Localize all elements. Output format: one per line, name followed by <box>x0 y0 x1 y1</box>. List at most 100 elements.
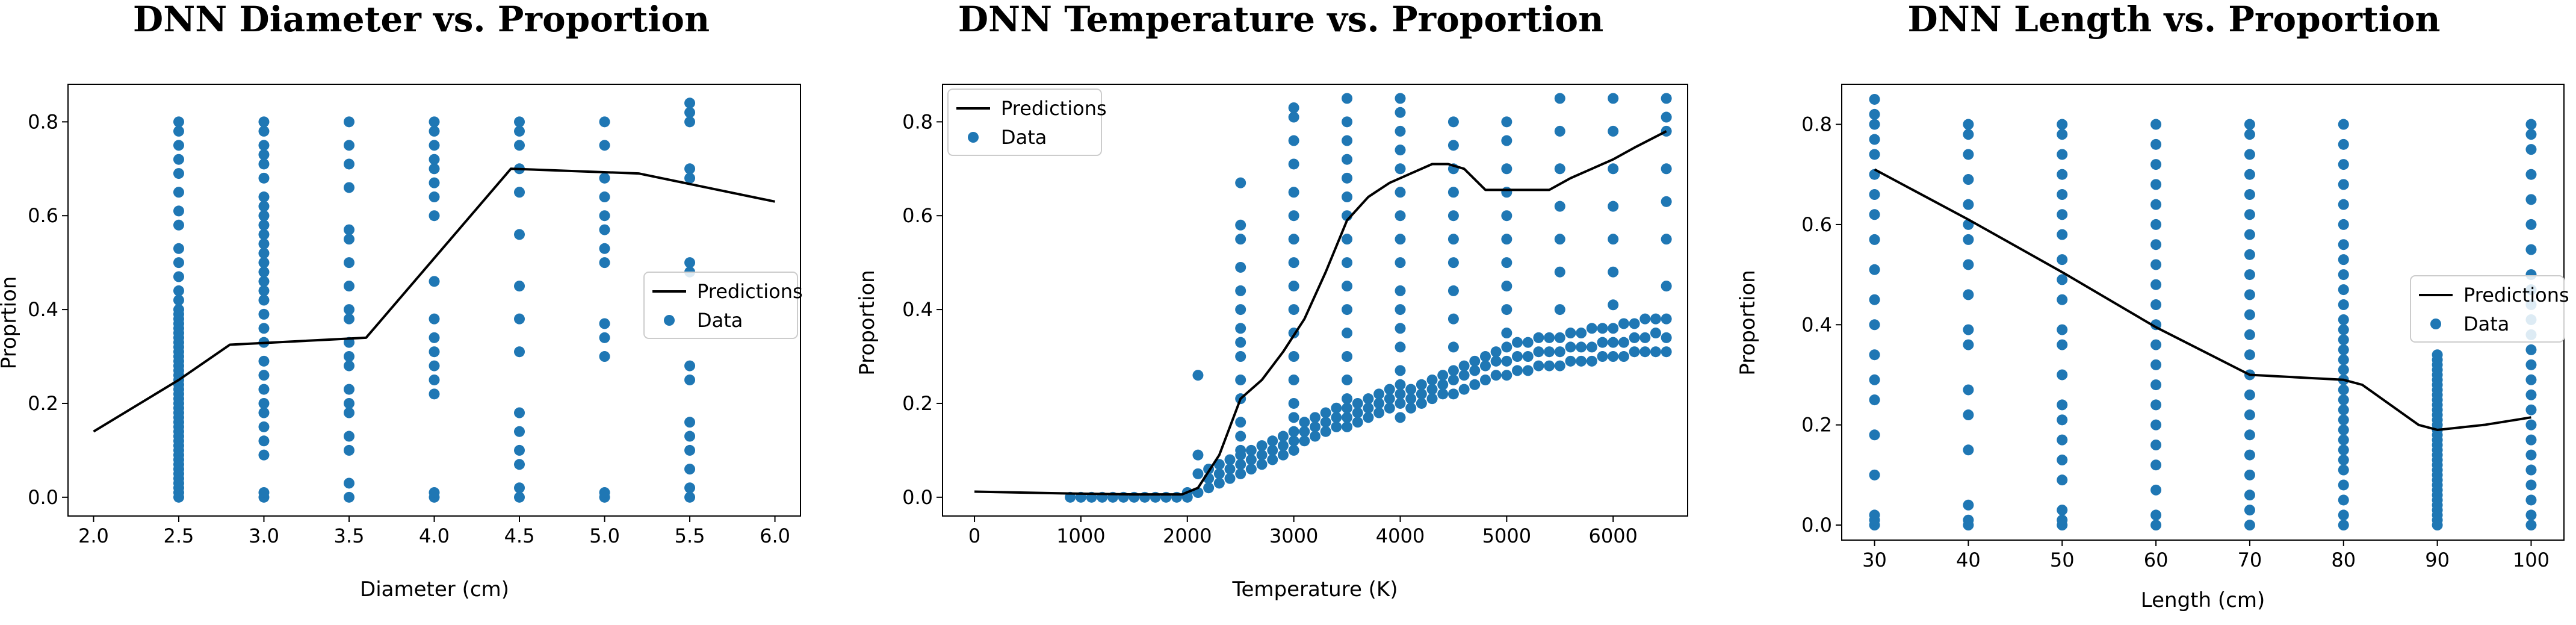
data-point <box>1256 459 1268 470</box>
y-tick-label: 0.8 <box>902 110 933 133</box>
x-tick-label: 5000 <box>1482 524 1531 547</box>
data-point <box>258 149 270 160</box>
data-point <box>1469 355 1481 367</box>
data-point <box>2338 219 2349 230</box>
data-point <box>1469 379 1481 390</box>
data-point <box>1608 351 1619 362</box>
data-point <box>2525 144 2537 155</box>
data-point <box>1342 116 1353 128</box>
data-point <box>1342 304 1353 316</box>
data-point <box>599 191 610 203</box>
data-point <box>2525 194 2537 205</box>
data-point <box>1342 374 1353 385</box>
data-point <box>173 304 184 316</box>
data-point <box>2244 129 2255 140</box>
data-point <box>1288 102 1299 113</box>
data-point <box>1963 119 1974 130</box>
data-point <box>1310 431 1321 442</box>
data-point <box>429 374 440 385</box>
data-point <box>1342 154 1353 165</box>
axes-frame <box>942 84 1688 517</box>
data-point <box>514 140 525 151</box>
data-point <box>1373 407 1385 418</box>
data-point <box>2525 169 2537 180</box>
data-point <box>1192 370 1204 381</box>
data-point <box>1608 299 1619 311</box>
data-point <box>258 421 270 432</box>
data-point <box>1395 187 1406 198</box>
data-point <box>1490 370 1502 381</box>
data-point <box>599 257 610 269</box>
chart-title: DNN Diameter vs. Proportion <box>133 0 710 40</box>
x-tick-label: 5.5 <box>675 524 705 547</box>
data-point <box>2244 429 2255 441</box>
data-point <box>343 116 355 128</box>
data-point <box>1661 93 1672 104</box>
data-point <box>1629 346 1640 358</box>
data-point <box>1277 449 1289 461</box>
data-point <box>429 332 440 343</box>
data-point <box>1235 444 1246 456</box>
data-point <box>173 168 184 179</box>
x-tick-label: 70 <box>2238 549 2262 571</box>
data-point <box>173 243 184 254</box>
data-point <box>1235 351 1246 362</box>
x-axis-label: Temperature (K) <box>1231 577 1398 602</box>
data-point <box>684 482 696 494</box>
data-point <box>1352 407 1363 418</box>
data-point <box>2338 179 2349 190</box>
data-point <box>2338 314 2349 325</box>
data-point <box>343 491 355 503</box>
data-point <box>429 116 440 128</box>
legend-box <box>947 89 1102 156</box>
data-point <box>429 177 440 188</box>
data-point <box>1245 454 1257 465</box>
data-point <box>2338 464 2349 476</box>
data-point <box>429 487 440 499</box>
data-point <box>173 257 184 269</box>
data-point <box>1267 454 1278 465</box>
data-point <box>1586 355 1597 367</box>
x-tick-label: 6.0 <box>760 524 790 547</box>
data-point <box>2150 484 2162 496</box>
data-point <box>173 154 184 165</box>
data-point <box>258 355 270 367</box>
data-point <box>2057 399 2068 411</box>
data-point <box>684 491 696 503</box>
data-point <box>1224 454 1236 465</box>
data-point <box>1342 281 1353 292</box>
data-point <box>2150 339 2162 350</box>
data-point <box>2244 329 2255 340</box>
data-point <box>1618 337 1629 348</box>
data-point <box>429 388 440 400</box>
data-point <box>599 243 610 254</box>
legend-marker-swatch <box>664 315 675 326</box>
data-point <box>1869 509 1880 521</box>
data-point <box>1447 285 1459 296</box>
data-point <box>1501 116 1512 128</box>
data-point <box>2525 509 2537 521</box>
data-point <box>2525 129 2537 140</box>
data-point <box>2150 459 2162 471</box>
data-point <box>1639 313 1651 325</box>
x-tick-label: 4.0 <box>419 524 450 547</box>
data-point <box>2244 169 2255 180</box>
legend: Predictions Data <box>947 89 1107 156</box>
data-point <box>684 464 696 475</box>
data-point <box>1618 318 1629 329</box>
data-point <box>1447 365 1459 376</box>
data-point <box>258 247 270 259</box>
data-point <box>1395 210 1406 222</box>
data-point <box>2150 299 2162 311</box>
data-point <box>1288 426 1299 437</box>
data-point <box>2338 159 2349 170</box>
data-point <box>1661 196 1672 207</box>
data-point <box>1963 234 1974 245</box>
data-point <box>1256 449 1268 461</box>
data-point <box>343 431 355 442</box>
data-point <box>1331 412 1342 423</box>
y-tick-label: 0.6 <box>1801 213 1832 236</box>
data-point <box>1437 370 1449 381</box>
data-point <box>1597 323 1608 334</box>
data-point <box>1447 140 1459 151</box>
